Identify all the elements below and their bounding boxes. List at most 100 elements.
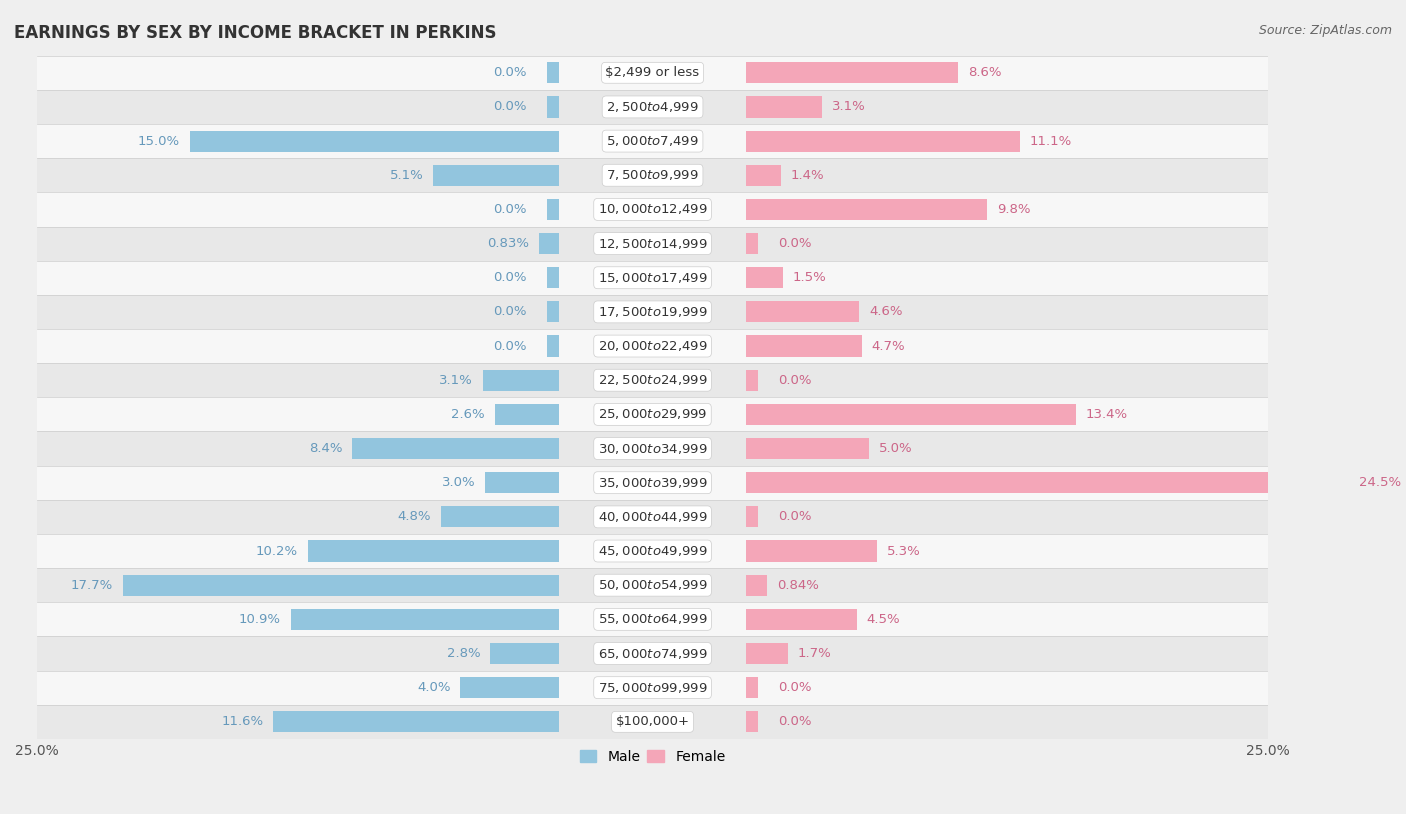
Bar: [37, 90, 1268, 124]
Bar: [747, 711, 758, 733]
Bar: [747, 335, 862, 357]
Text: 0.0%: 0.0%: [778, 510, 811, 523]
Text: $20,000 to $22,499: $20,000 to $22,499: [598, 339, 707, 353]
Text: 0.0%: 0.0%: [494, 271, 527, 284]
Text: 0.0%: 0.0%: [778, 374, 811, 387]
Text: 2.8%: 2.8%: [447, 647, 481, 660]
Bar: [37, 226, 1268, 260]
Text: 8.6%: 8.6%: [967, 66, 1001, 79]
Text: $17,500 to $19,999: $17,500 to $19,999: [598, 305, 707, 319]
Bar: [124, 575, 560, 596]
Text: EARNINGS BY SEX BY INCOME BRACKET IN PERKINS: EARNINGS BY SEX BY INCOME BRACKET IN PER…: [14, 24, 496, 42]
Bar: [37, 124, 1268, 158]
Bar: [37, 466, 1268, 500]
Bar: [747, 62, 957, 83]
Text: 15.0%: 15.0%: [138, 134, 180, 147]
Text: $7,500 to $9,999: $7,500 to $9,999: [606, 168, 699, 182]
Bar: [747, 506, 758, 527]
Bar: [291, 609, 560, 630]
Bar: [547, 335, 560, 357]
Text: 13.4%: 13.4%: [1085, 408, 1128, 421]
Text: 0.0%: 0.0%: [778, 716, 811, 729]
Bar: [747, 130, 1019, 151]
Text: 2.6%: 2.6%: [451, 408, 485, 421]
Bar: [547, 267, 560, 288]
Text: 4.5%: 4.5%: [868, 613, 900, 626]
Text: $5,000 to $7,499: $5,000 to $7,499: [606, 134, 699, 148]
Bar: [747, 575, 766, 596]
Text: 5.0%: 5.0%: [879, 442, 912, 455]
Text: 0.0%: 0.0%: [494, 66, 527, 79]
Text: $30,000 to $34,999: $30,000 to $34,999: [598, 441, 707, 456]
Bar: [37, 500, 1268, 534]
Text: 4.8%: 4.8%: [398, 510, 430, 523]
Bar: [273, 711, 560, 733]
Text: $50,000 to $54,999: $50,000 to $54,999: [598, 578, 707, 593]
Bar: [747, 164, 780, 186]
Bar: [37, 637, 1268, 671]
Bar: [37, 329, 1268, 363]
Text: $35,000 to $39,999: $35,000 to $39,999: [598, 475, 707, 490]
Bar: [747, 267, 783, 288]
Text: 4.0%: 4.0%: [418, 681, 450, 694]
Text: 10.9%: 10.9%: [239, 613, 281, 626]
Bar: [747, 438, 869, 459]
Bar: [440, 506, 560, 527]
Bar: [547, 199, 560, 220]
Bar: [747, 404, 1076, 425]
Bar: [37, 705, 1268, 739]
Bar: [547, 62, 560, 83]
Bar: [547, 301, 560, 322]
Bar: [547, 96, 560, 117]
Text: 1.7%: 1.7%: [797, 647, 831, 660]
Text: $12,500 to $14,999: $12,500 to $14,999: [598, 237, 707, 251]
Text: 17.7%: 17.7%: [70, 579, 114, 592]
Bar: [747, 472, 1350, 493]
Text: $2,500 to $4,999: $2,500 to $4,999: [606, 100, 699, 114]
Text: $40,000 to $44,999: $40,000 to $44,999: [598, 510, 707, 524]
Text: 0.83%: 0.83%: [486, 237, 529, 250]
Bar: [485, 472, 560, 493]
Bar: [37, 568, 1268, 602]
Bar: [433, 164, 560, 186]
Bar: [352, 438, 560, 459]
Text: 0.0%: 0.0%: [494, 339, 527, 352]
Text: $100,000+: $100,000+: [616, 716, 689, 729]
Text: 24.5%: 24.5%: [1360, 476, 1402, 489]
Legend: Male, Female: Male, Female: [574, 745, 731, 769]
Text: $22,500 to $24,999: $22,500 to $24,999: [598, 374, 707, 387]
Text: $25,000 to $29,999: $25,000 to $29,999: [598, 407, 707, 422]
Text: $15,000 to $17,499: $15,000 to $17,499: [598, 271, 707, 285]
Text: 8.4%: 8.4%: [309, 442, 342, 455]
Text: $45,000 to $49,999: $45,000 to $49,999: [598, 544, 707, 558]
Bar: [37, 602, 1268, 637]
Text: 3.1%: 3.1%: [439, 374, 472, 387]
Bar: [747, 233, 758, 254]
Text: $2,499 or less: $2,499 or less: [606, 66, 700, 79]
Bar: [190, 130, 560, 151]
Bar: [747, 370, 758, 391]
Bar: [37, 192, 1268, 226]
Text: 0.0%: 0.0%: [778, 681, 811, 694]
Text: $65,000 to $74,999: $65,000 to $74,999: [598, 646, 707, 660]
Text: Source: ZipAtlas.com: Source: ZipAtlas.com: [1258, 24, 1392, 37]
Bar: [37, 295, 1268, 329]
Bar: [37, 431, 1268, 466]
Text: 11.6%: 11.6%: [221, 716, 263, 729]
Text: 0.0%: 0.0%: [494, 305, 527, 318]
Text: 5.3%: 5.3%: [887, 545, 921, 558]
Bar: [495, 404, 560, 425]
Text: 3.0%: 3.0%: [441, 476, 475, 489]
Text: 0.0%: 0.0%: [778, 237, 811, 250]
Text: 4.7%: 4.7%: [872, 339, 905, 352]
Bar: [37, 363, 1268, 397]
Bar: [747, 540, 877, 562]
Text: 0.0%: 0.0%: [494, 100, 527, 113]
Text: 11.1%: 11.1%: [1029, 134, 1071, 147]
Bar: [747, 96, 823, 117]
Bar: [747, 609, 858, 630]
Bar: [37, 671, 1268, 705]
Bar: [747, 677, 758, 698]
Text: 0.0%: 0.0%: [494, 203, 527, 216]
Text: $10,000 to $12,499: $10,000 to $12,499: [598, 203, 707, 217]
